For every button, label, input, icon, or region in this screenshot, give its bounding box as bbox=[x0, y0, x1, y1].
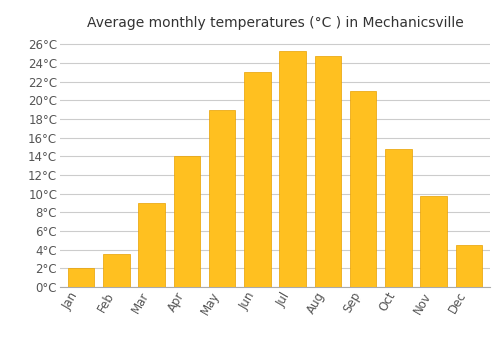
Bar bbox=[244, 72, 270, 287]
Bar bbox=[350, 91, 376, 287]
Bar bbox=[103, 254, 130, 287]
Title: Average monthly temperatures (°C ) in Mechanicsville: Average monthly temperatures (°C ) in Me… bbox=[86, 16, 464, 30]
Bar bbox=[280, 51, 306, 287]
Bar bbox=[209, 110, 236, 287]
Bar bbox=[385, 149, 411, 287]
Bar bbox=[174, 156, 200, 287]
Bar bbox=[420, 196, 447, 287]
Bar bbox=[138, 203, 165, 287]
Bar bbox=[314, 56, 341, 287]
Bar bbox=[456, 245, 482, 287]
Bar bbox=[68, 268, 94, 287]
